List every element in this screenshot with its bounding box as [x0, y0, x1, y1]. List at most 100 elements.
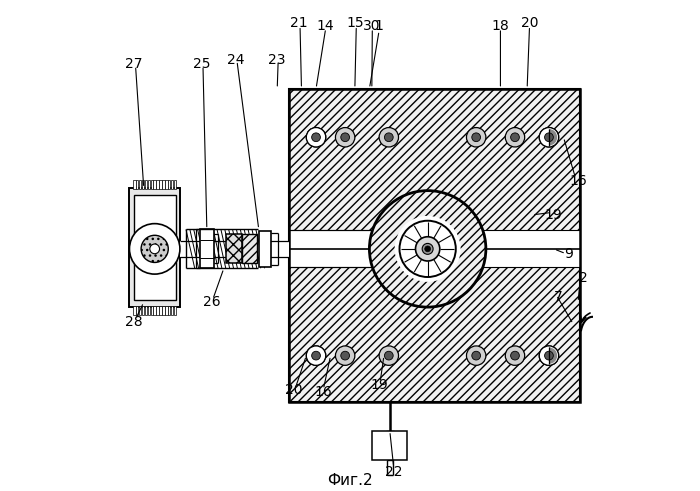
Circle shape — [545, 133, 553, 141]
Text: 26: 26 — [203, 295, 220, 309]
Bar — [174, 306, 176, 315]
Circle shape — [400, 221, 456, 277]
Bar — [156, 306, 159, 315]
Circle shape — [312, 351, 321, 360]
Bar — [139, 306, 141, 315]
Text: 21: 21 — [290, 16, 308, 30]
Circle shape — [384, 351, 393, 360]
Text: 7: 7 — [554, 290, 563, 304]
Text: 19: 19 — [370, 378, 388, 392]
Bar — [145, 306, 147, 315]
Bar — [168, 306, 171, 315]
Bar — [372, 431, 407, 460]
Circle shape — [472, 351, 480, 360]
Circle shape — [379, 346, 398, 365]
Text: 14: 14 — [317, 19, 335, 33]
Bar — [289, 89, 580, 402]
Circle shape — [425, 246, 430, 252]
Text: 23: 23 — [269, 53, 286, 67]
Wedge shape — [549, 347, 557, 364]
Polygon shape — [289, 89, 580, 402]
Circle shape — [307, 128, 326, 147]
Bar — [186, 229, 258, 268]
Circle shape — [510, 133, 519, 141]
Polygon shape — [130, 188, 180, 307]
Text: 18: 18 — [491, 19, 510, 33]
Text: 24: 24 — [228, 53, 245, 67]
Bar — [156, 181, 159, 189]
Bar — [142, 181, 144, 189]
Bar — [136, 181, 139, 189]
Text: 30: 30 — [363, 19, 381, 33]
Bar — [165, 306, 167, 315]
Text: 22: 22 — [385, 465, 402, 479]
Circle shape — [341, 351, 349, 360]
Text: 28: 28 — [125, 315, 143, 328]
Bar — [160, 181, 162, 189]
Bar — [133, 181, 136, 189]
Bar — [174, 181, 176, 189]
Bar — [160, 306, 162, 315]
Bar — [162, 306, 164, 315]
Text: 16: 16 — [569, 174, 587, 188]
Circle shape — [472, 133, 480, 141]
Circle shape — [416, 237, 440, 261]
Circle shape — [141, 235, 168, 263]
Bar — [136, 306, 139, 315]
Circle shape — [395, 216, 461, 282]
Circle shape — [505, 128, 525, 147]
Circle shape — [539, 128, 559, 147]
Circle shape — [539, 346, 559, 365]
Text: 9: 9 — [564, 246, 573, 261]
Bar — [153, 181, 156, 189]
Circle shape — [539, 128, 559, 147]
Circle shape — [384, 133, 393, 141]
Circle shape — [335, 346, 355, 365]
Circle shape — [312, 133, 321, 141]
Bar — [148, 181, 150, 189]
Circle shape — [307, 128, 326, 147]
Text: 1: 1 — [374, 19, 384, 33]
Circle shape — [150, 244, 160, 254]
Bar — [168, 181, 171, 189]
Circle shape — [505, 346, 525, 365]
Circle shape — [379, 128, 398, 147]
Bar — [165, 181, 167, 189]
Bar — [259, 231, 271, 267]
Bar — [142, 306, 144, 315]
Bar — [242, 234, 257, 264]
Circle shape — [539, 346, 559, 365]
Bar — [162, 181, 164, 189]
Bar — [133, 306, 136, 315]
Circle shape — [422, 244, 433, 254]
Wedge shape — [549, 129, 557, 145]
Bar — [153, 306, 156, 315]
Circle shape — [466, 128, 486, 147]
Circle shape — [307, 346, 326, 365]
Bar — [145, 181, 147, 189]
Bar — [171, 306, 174, 315]
Bar — [150, 306, 153, 315]
Circle shape — [341, 133, 349, 141]
Text: 20: 20 — [286, 382, 303, 397]
Circle shape — [545, 351, 553, 360]
Circle shape — [335, 128, 355, 147]
Text: 25: 25 — [193, 57, 211, 72]
Text: 16: 16 — [314, 385, 332, 399]
Bar — [180, 241, 289, 257]
Text: 27: 27 — [125, 57, 143, 72]
Bar — [148, 306, 150, 315]
Bar — [150, 181, 153, 189]
Circle shape — [466, 346, 486, 365]
Text: Фиг.2: Фиг.2 — [327, 473, 373, 489]
Circle shape — [307, 346, 326, 365]
Bar — [139, 181, 141, 189]
Text: 15: 15 — [346, 16, 364, 30]
Circle shape — [130, 223, 180, 274]
Text: 2: 2 — [578, 271, 587, 285]
Text: 20: 20 — [521, 16, 538, 30]
Bar — [134, 194, 176, 300]
Bar — [226, 234, 241, 264]
Circle shape — [370, 191, 486, 307]
Bar — [171, 181, 174, 189]
